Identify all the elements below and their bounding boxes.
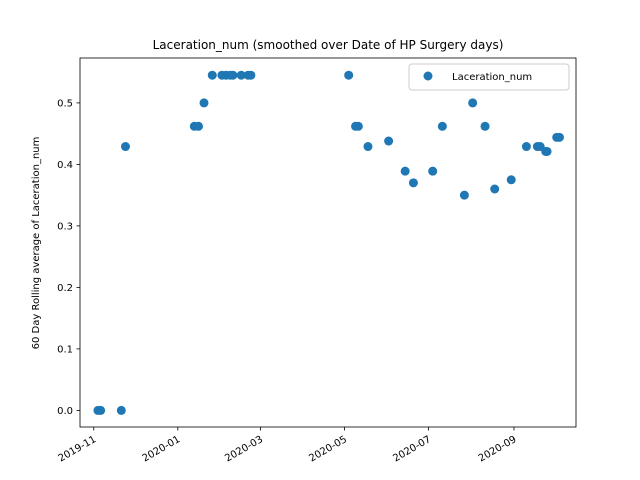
chart-title: Laceration_num (smoothed over Date of HP… (153, 38, 504, 52)
data-point (490, 184, 500, 194)
data-point (228, 70, 238, 80)
data-point (207, 70, 217, 80)
y-axis: 0.0 0.1 0.2 0.3 0.4 0.5 (57, 98, 80, 417)
plot-area-frame (79, 57, 577, 428)
legend-marker (423, 71, 433, 81)
data-point (193, 121, 203, 131)
data-point (554, 132, 564, 142)
data-point (344, 70, 354, 80)
data-point (96, 405, 106, 415)
data-point (506, 175, 516, 185)
data-point (468, 98, 478, 108)
y-axis-label: 60 Day Rolling average of Laceration_num (31, 137, 42, 350)
y-tick-label: 0.1 (57, 344, 73, 355)
data-point (480, 121, 490, 131)
y-tick-label: 0.0 (57, 406, 73, 417)
legend-label: Laceration_num (452, 72, 532, 83)
data-points (93, 70, 564, 415)
data-point (353, 121, 363, 131)
data-point (246, 70, 256, 80)
data-point (400, 166, 410, 176)
data-point (363, 142, 373, 152)
data-point (459, 190, 469, 200)
y-tick-label: 0.4 (57, 160, 73, 171)
data-point (521, 142, 531, 152)
data-point (437, 121, 447, 131)
data-point (236, 70, 246, 80)
data-point (408, 178, 418, 188)
legend-box (408, 63, 570, 91)
data-point (428, 166, 438, 176)
y-tick-label: 0.2 (57, 283, 73, 294)
data-point (116, 405, 126, 415)
y-tick-label: 0.3 (57, 221, 73, 232)
y-tick-label: 0.5 (57, 98, 73, 109)
data-point (120, 142, 130, 152)
legend: Laceration_num (408, 63, 570, 91)
data-point (542, 146, 552, 156)
data-point (384, 136, 394, 146)
data-point (199, 98, 209, 108)
